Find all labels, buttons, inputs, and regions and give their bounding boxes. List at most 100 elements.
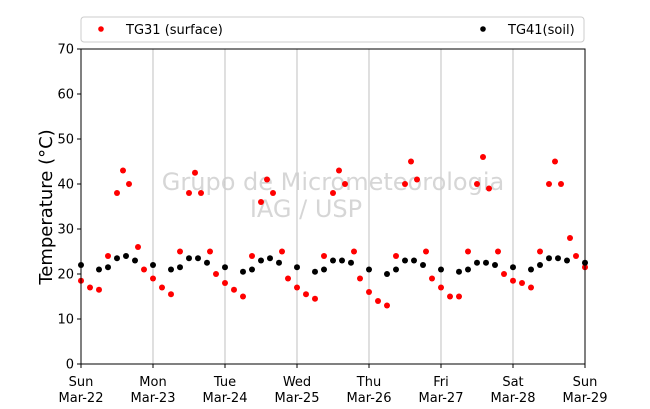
surface-point bbox=[408, 158, 414, 165]
x-axis: SunMar-22MonMar-23TueMar-24WedMar-25ThuM… bbox=[59, 364, 608, 406]
surface-point bbox=[375, 298, 381, 304]
legend: TG31 (surface) TG41(soil) bbox=[80, 16, 585, 43]
surface-point bbox=[192, 169, 198, 176]
surface-point bbox=[528, 284, 534, 291]
surface-point bbox=[114, 190, 120, 196]
surface-point bbox=[342, 181, 348, 187]
soil-point bbox=[339, 257, 345, 264]
soil-point bbox=[123, 253, 129, 259]
surface-point bbox=[213, 271, 219, 277]
surface-point bbox=[87, 284, 93, 291]
soil-point bbox=[276, 259, 282, 266]
x-tick-label-date: Mar-26 bbox=[347, 391, 392, 406]
surface-point bbox=[402, 181, 408, 187]
surface-point bbox=[279, 248, 285, 255]
surface-point bbox=[303, 291, 309, 298]
x-tick-label-day: Fri bbox=[433, 375, 449, 390]
surface-point bbox=[258, 199, 264, 205]
legend-marker-soil bbox=[480, 26, 486, 32]
y-tick-label: 50 bbox=[57, 133, 74, 148]
surface-point bbox=[270, 190, 276, 196]
surface-point bbox=[573, 253, 579, 259]
surface-point bbox=[240, 293, 246, 300]
soil-point bbox=[366, 266, 372, 273]
series-tg41-soil bbox=[78, 253, 588, 277]
y-tick-label: 30 bbox=[57, 223, 74, 238]
soil-point bbox=[546, 255, 552, 262]
soil-point bbox=[321, 266, 327, 273]
x-tick-label-day: Sun bbox=[69, 375, 94, 390]
surface-point bbox=[456, 293, 462, 300]
soil-point bbox=[195, 255, 201, 262]
surface-point bbox=[198, 190, 204, 196]
surface-point bbox=[393, 253, 399, 259]
surface-point bbox=[366, 289, 372, 295]
surface-point bbox=[150, 275, 156, 282]
watermark-line-2: IAG / USP bbox=[250, 195, 362, 223]
surface-point bbox=[423, 248, 429, 255]
x-tick-label-day: Sun bbox=[573, 375, 598, 390]
surface-point bbox=[474, 181, 480, 187]
soil-point bbox=[240, 268, 246, 275]
legend-frame bbox=[80, 16, 585, 43]
y-tick-label: 40 bbox=[57, 178, 74, 193]
soil-point bbox=[105, 264, 111, 271]
legend-marker-surface bbox=[98, 26, 104, 32]
legend-label-surface: TG31 (surface) bbox=[125, 23, 223, 38]
soil-point bbox=[168, 266, 174, 273]
y-axis: 0 10 20 30 40 50 60 70 bbox=[57, 43, 81, 373]
y-tick-label: 60 bbox=[57, 88, 74, 103]
soil-point bbox=[186, 255, 192, 262]
soil-point bbox=[150, 262, 156, 268]
soil-point bbox=[474, 259, 480, 266]
soil-point bbox=[438, 266, 444, 273]
x-tick-label-day: Sat bbox=[502, 375, 523, 390]
soil-point bbox=[96, 266, 102, 273]
gridlines bbox=[152, 49, 514, 364]
soil-point bbox=[249, 266, 255, 273]
soil-point bbox=[384, 271, 390, 277]
surface-point bbox=[357, 275, 363, 282]
surface-point bbox=[384, 302, 390, 309]
surface-point bbox=[231, 286, 237, 293]
soil-point bbox=[267, 255, 273, 262]
x-tick-label-date: Mar-23 bbox=[131, 391, 176, 406]
surface-point bbox=[546, 181, 552, 187]
soil-point bbox=[114, 255, 120, 262]
surface-point bbox=[486, 185, 492, 192]
x-tick-label-day: Tue bbox=[213, 375, 236, 390]
soil-point bbox=[537, 262, 543, 268]
legend-label-soil: TG41(soil) bbox=[507, 23, 575, 38]
surface-point bbox=[336, 167, 342, 174]
surface-point bbox=[495, 248, 501, 255]
x-tick-label-date: Mar-25 bbox=[275, 391, 320, 406]
surface-point bbox=[480, 154, 486, 160]
surface-point bbox=[222, 280, 228, 286]
soil-point bbox=[555, 255, 561, 262]
y-tick-label: 70 bbox=[57, 43, 74, 58]
surface-point bbox=[207, 248, 213, 255]
x-tick-label-date: Mar-29 bbox=[563, 391, 608, 406]
soil-point bbox=[294, 264, 300, 271]
soil-point bbox=[402, 257, 408, 264]
soil-point bbox=[456, 268, 462, 275]
y-tick-label: 10 bbox=[57, 313, 74, 328]
soil-point bbox=[348, 259, 354, 266]
x-tick-label-date: Mar-22 bbox=[59, 391, 104, 406]
soil-point bbox=[420, 262, 426, 268]
surface-point bbox=[264, 176, 270, 183]
y-axis-label: Temperature (°C) bbox=[36, 129, 57, 285]
surface-point bbox=[159, 284, 165, 291]
surface-point bbox=[312, 295, 318, 302]
surface-point bbox=[321, 253, 327, 259]
surface-point bbox=[96, 286, 102, 293]
surface-point bbox=[126, 181, 132, 187]
surface-point bbox=[501, 271, 507, 277]
x-tick-label-date: Mar-28 bbox=[491, 391, 536, 406]
plot-frame bbox=[80, 48, 586, 365]
soil-point bbox=[411, 257, 417, 264]
surface-point bbox=[429, 275, 435, 282]
soil-point bbox=[492, 262, 498, 268]
x-tick-label-date: Mar-27 bbox=[419, 391, 464, 406]
